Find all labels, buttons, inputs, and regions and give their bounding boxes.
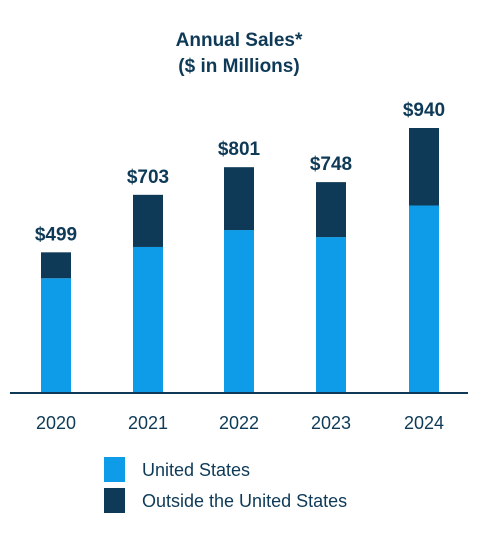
x-tick-label-2020: 2020: [36, 413, 76, 433]
x-tick-label-2021: 2021: [128, 413, 168, 433]
x-tick-label-2024: 2024: [404, 413, 444, 433]
legend-swatch-us: [104, 457, 125, 482]
total-label-2023: $748: [310, 154, 352, 175]
legend-swatch-outside-us: [104, 488, 125, 513]
x-tick-label-2023: 2023: [311, 413, 351, 433]
total-label-2024: $940: [403, 100, 445, 121]
total-label-2022: $801: [218, 139, 261, 160]
chart-title: Annual Sales*: [176, 30, 303, 51]
bars-layer: [41, 128, 439, 393]
bar-segment-2023-us: [316, 237, 346, 393]
total-labels-layer: $499 $703 $801 $748 $940: [35, 100, 445, 245]
x-tick-label-2022: 2022: [219, 413, 259, 433]
total-label-2021: $703: [127, 167, 169, 188]
legend-label-us: United States: [142, 460, 250, 480]
bar-segment-2020-us: [41, 278, 71, 393]
bar-segment-2020-outside-us: [41, 252, 71, 279]
bar-segment-2021-outside-us: [133, 194, 163, 247]
bar-segment-2022-outside-us: [224, 167, 254, 231]
total-label-2020: $499: [35, 224, 77, 245]
bar-segment-2024-us: [409, 205, 439, 393]
bar-segment-2022-us: [224, 230, 254, 393]
bar-segment-2021-us: [133, 246, 163, 393]
bar-segment-2023-outside-us: [316, 182, 346, 238]
x-tick-labels-layer: 2020 2021 2022 2023 2024: [36, 413, 444, 433]
legend: United States Outside the United States: [104, 457, 347, 513]
bar-segment-2024-outside-us: [409, 128, 439, 206]
legend-label-outside-us: Outside the United States: [142, 491, 347, 511]
chart-subtitle: ($ in Millions): [178, 56, 299, 77]
